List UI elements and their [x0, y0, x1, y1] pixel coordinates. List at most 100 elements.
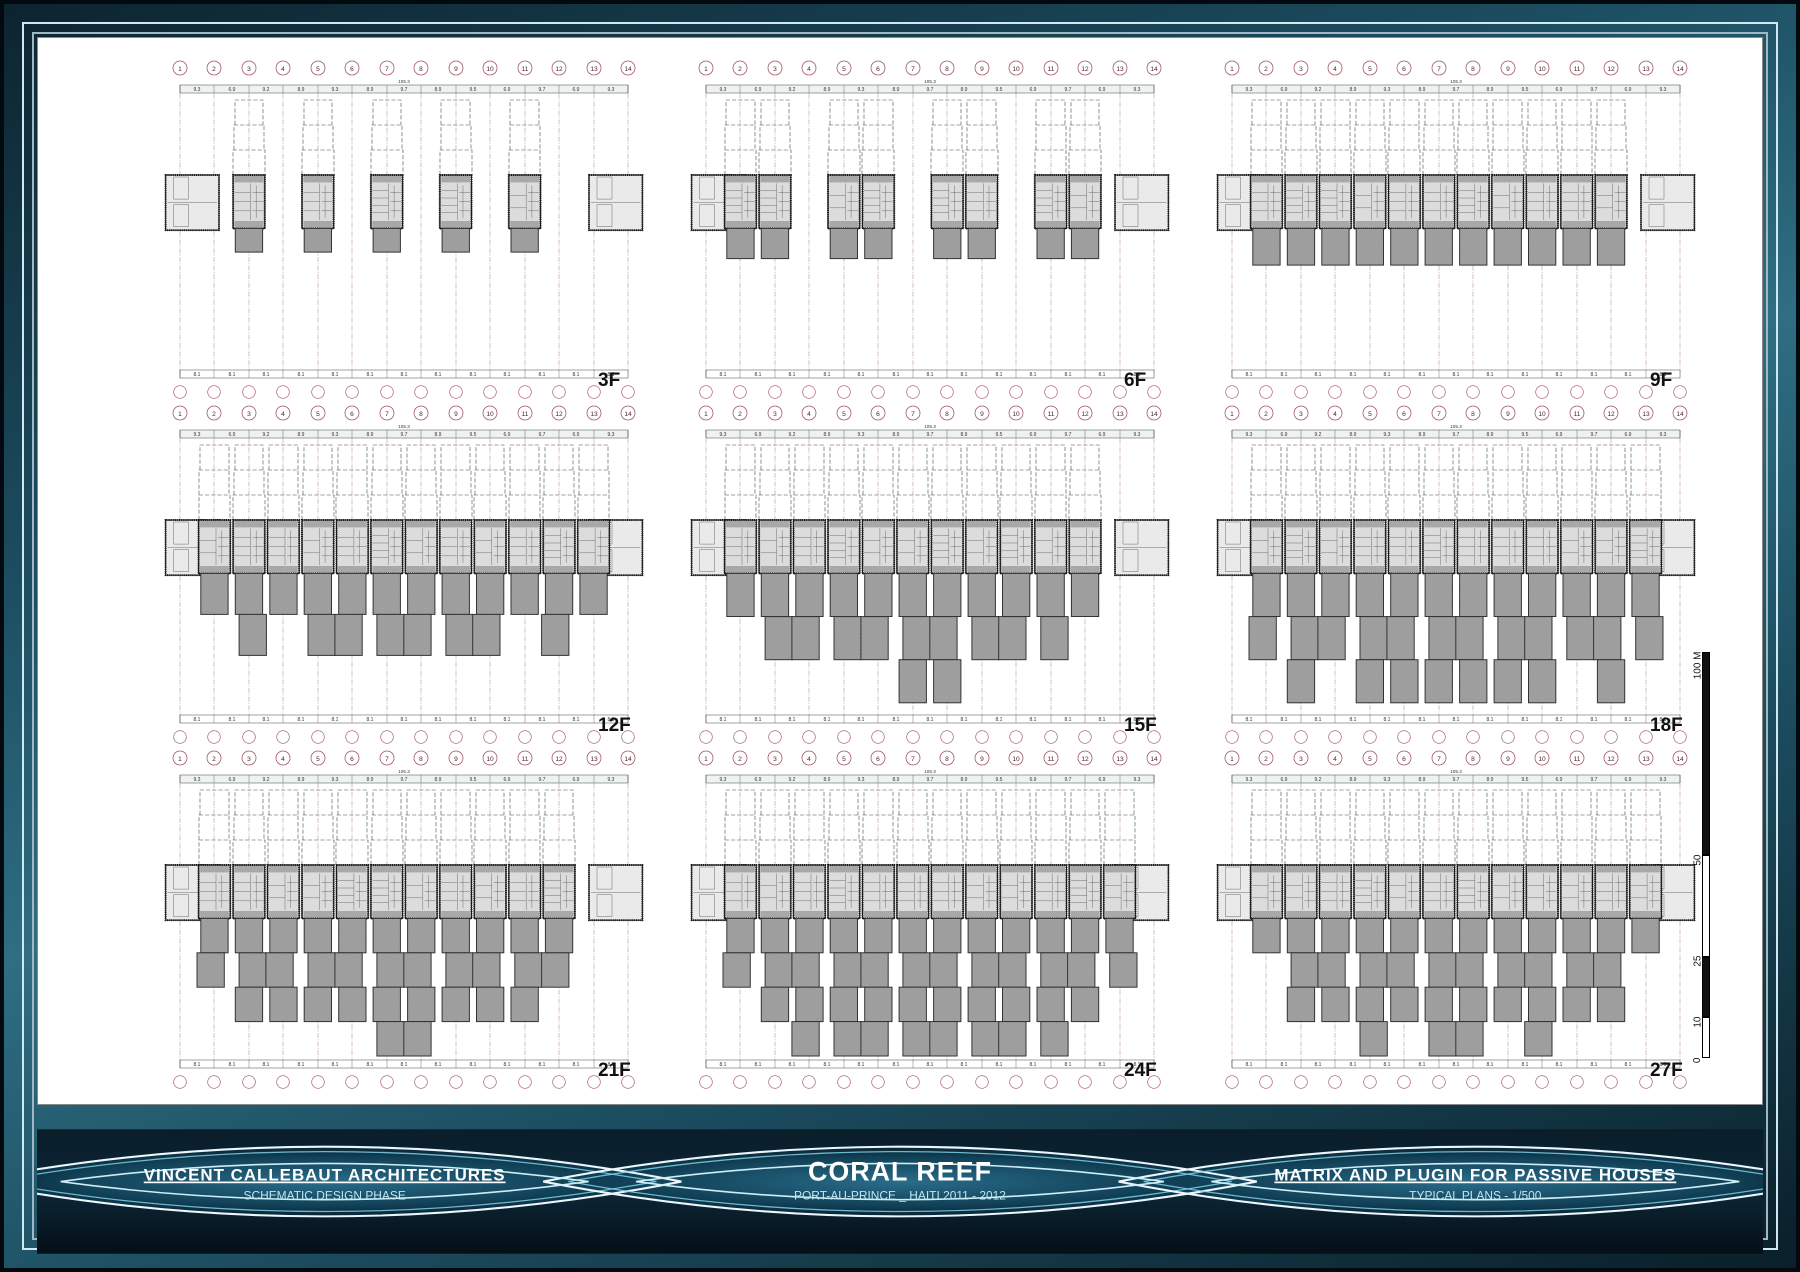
svg-text:8.1: 8.1	[1281, 372, 1288, 378]
svg-text:11: 11	[1048, 411, 1055, 418]
svg-text:4: 4	[807, 411, 811, 418]
svg-text:8.1: 8.1	[1315, 1062, 1322, 1068]
svg-text:8.9: 8.9	[1350, 777, 1357, 783]
svg-text:MATRIX AND PLUGIN FOR PASSIVE: MATRIX AND PLUGIN FOR PASSIVE HOUSES	[1274, 1166, 1676, 1185]
svg-text:12: 12	[555, 756, 563, 763]
svg-text:4: 4	[1333, 411, 1337, 418]
svg-text:8.1: 8.1	[1030, 1062, 1037, 1068]
svg-text:7: 7	[911, 411, 915, 418]
svg-text:9.3: 9.3	[720, 87, 727, 93]
svg-text:6.9: 6.9	[1099, 87, 1106, 93]
svg-text:9.3: 9.3	[1134, 432, 1141, 438]
svg-text:8.1: 8.1	[824, 372, 831, 378]
svg-text:13: 13	[590, 66, 598, 73]
svg-text:8.1: 8.1	[1556, 372, 1563, 378]
svg-text:8.1: 8.1	[789, 717, 796, 723]
svg-text:6F: 6F	[1124, 370, 1146, 391]
svg-text:9.3: 9.3	[720, 432, 727, 438]
svg-text:8.1: 8.1	[1030, 372, 1037, 378]
svg-text:8.1: 8.1	[1350, 1062, 1357, 1068]
svg-text:7: 7	[1437, 756, 1441, 763]
svg-text:13: 13	[1642, 411, 1650, 418]
svg-text:5: 5	[842, 411, 846, 418]
svg-text:8.1: 8.1	[539, 1062, 546, 1068]
svg-text:11: 11	[1048, 66, 1055, 73]
svg-text:7: 7	[911, 756, 915, 763]
svg-text:9.7: 9.7	[539, 87, 546, 93]
svg-text:9F: 9F	[1650, 370, 1672, 391]
svg-text:8.1: 8.1	[927, 717, 934, 723]
svg-text:8.1: 8.1	[1556, 1062, 1563, 1068]
svg-text:9.3: 9.3	[194, 432, 201, 438]
svg-text:8.1: 8.1	[504, 717, 511, 723]
svg-text:8.9: 8.9	[893, 777, 900, 783]
svg-text:9.3: 9.3	[1134, 87, 1141, 93]
svg-text:2: 2	[1264, 411, 1268, 418]
svg-text:8.9: 8.9	[1350, 432, 1357, 438]
svg-text:6.9: 6.9	[1281, 432, 1288, 438]
svg-text:10: 10	[486, 66, 494, 73]
svg-text:9: 9	[454, 66, 458, 73]
svg-text:7: 7	[1437, 66, 1441, 73]
svg-text:3: 3	[247, 411, 251, 418]
svg-text:8.1: 8.1	[332, 372, 339, 378]
svg-text:8.1: 8.1	[1246, 717, 1253, 723]
svg-text:PORT-AU-PRINCE _ HAITI 2011 -: PORT-AU-PRINCE _ HAITI 2011 - 2012	[794, 1188, 1006, 1202]
svg-text:9.7: 9.7	[1065, 87, 1072, 93]
svg-text:8.1: 8.1	[401, 372, 408, 378]
svg-text:8.1: 8.1	[263, 372, 270, 378]
svg-text:8.1: 8.1	[504, 1062, 511, 1068]
svg-text:8.1: 8.1	[401, 717, 408, 723]
svg-text:9.5: 9.5	[470, 777, 477, 783]
svg-text:8.9: 8.9	[1419, 87, 1426, 93]
svg-text:9.7: 9.7	[1591, 432, 1598, 438]
svg-text:12F: 12F	[598, 715, 631, 736]
svg-text:9.3: 9.3	[1246, 777, 1253, 783]
svg-text:8.1: 8.1	[1315, 372, 1322, 378]
svg-text:8.1: 8.1	[298, 717, 305, 723]
svg-text:5: 5	[316, 756, 320, 763]
svg-text:3: 3	[247, 756, 251, 763]
svg-text:8.1: 8.1	[1384, 1062, 1391, 1068]
svg-text:12: 12	[1607, 756, 1615, 763]
svg-text:6: 6	[350, 411, 354, 418]
svg-text:5: 5	[1368, 66, 1372, 73]
svg-text:8.1: 8.1	[435, 1062, 442, 1068]
svg-text:8.9: 8.9	[367, 432, 374, 438]
svg-text:9.2: 9.2	[789, 87, 796, 93]
svg-text:5: 5	[1368, 411, 1372, 418]
svg-text:8: 8	[1471, 66, 1475, 73]
svg-text:8.1: 8.1	[996, 372, 1003, 378]
svg-text:8.9: 8.9	[961, 432, 968, 438]
svg-text:13: 13	[590, 756, 598, 763]
svg-text:8.1: 8.1	[435, 372, 442, 378]
svg-text:10: 10	[1538, 756, 1546, 763]
svg-text:6.9: 6.9	[1099, 432, 1106, 438]
svg-text:8.9: 8.9	[961, 777, 968, 783]
svg-text:9.3: 9.3	[332, 432, 339, 438]
svg-text:8.1: 8.1	[1522, 1062, 1529, 1068]
svg-text:8.1: 8.1	[1419, 717, 1426, 723]
svg-text:8.1: 8.1	[1419, 1062, 1426, 1068]
svg-text:8.9: 8.9	[298, 777, 305, 783]
svg-text:9.3: 9.3	[332, 87, 339, 93]
svg-text:9.7: 9.7	[539, 432, 546, 438]
svg-text:9.5: 9.5	[1522, 432, 1529, 438]
svg-text:8.9: 8.9	[824, 87, 831, 93]
svg-text:9.3: 9.3	[1134, 777, 1141, 783]
svg-text:13: 13	[1116, 66, 1124, 73]
svg-text:8.1: 8.1	[1625, 372, 1632, 378]
svg-text:8.1: 8.1	[1065, 1062, 1072, 1068]
svg-text:7: 7	[385, 66, 389, 73]
svg-text:8.1: 8.1	[470, 1062, 477, 1068]
svg-text:9.7: 9.7	[539, 777, 546, 783]
svg-text:6: 6	[876, 66, 880, 73]
svg-text:12: 12	[1607, 411, 1615, 418]
svg-text:9.3: 9.3	[858, 432, 865, 438]
svg-text:6.9: 6.9	[755, 432, 762, 438]
svg-text:2: 2	[212, 756, 216, 763]
svg-text:8.1: 8.1	[755, 372, 762, 378]
svg-text:8.1: 8.1	[194, 717, 201, 723]
svg-text:14: 14	[1150, 66, 1158, 73]
svg-text:8.1: 8.1	[332, 1062, 339, 1068]
